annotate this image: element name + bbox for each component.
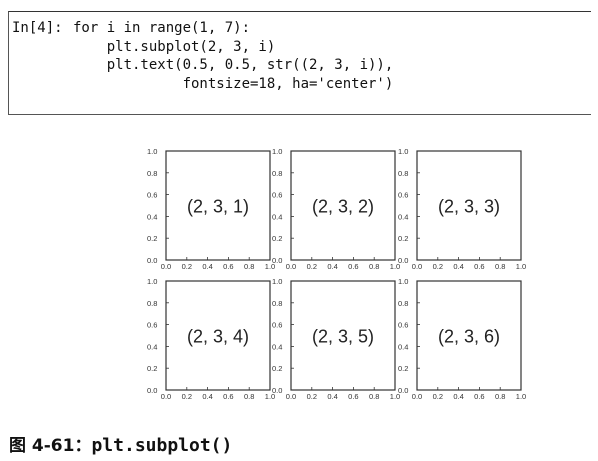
subplot-3-xtick-label: 0.4 [453,262,463,271]
subplot-3-xtick-label: 0.6 [474,262,484,271]
code-line-1: for i in range(1, 7): [73,20,251,36]
subplot-4-ytick-label: 0.4 [147,342,157,351]
subplot-6-xtick-label: 0.8 [495,392,505,401]
caption-prefix: 图 4-61： [9,436,92,456]
subplot-6-label: (2, 3, 6) [438,327,500,347]
subplot-6-xtick-label: 0.2 [433,392,443,401]
subplot-5-xtick-label: 0.8 [369,392,379,401]
subplot-3-ytick-label: 0.2 [398,234,408,243]
subplot-3-xtick-label: 0.0 [412,262,422,271]
subplot-2-ytick-label: 0.6 [272,191,282,200]
subplot-4-xtick-label: 0.4 [202,392,212,401]
subplot-5-ytick-label: 1.0 [272,277,282,286]
subplot-6-ytick-label: 0.4 [398,342,408,351]
subplot-6-frame [416,280,522,391]
subplot-3-ytick-label: 1.0 [398,147,408,156]
subplot-5-ytick-label: 0.6 [272,321,282,330]
subplot-6-ytick-label: 1.0 [398,277,408,286]
subplot-5-xtick-label: 0.6 [348,392,358,401]
subplot-2-ytick-label: 0.8 [272,169,282,178]
subplot-6-xtick-label: 0.4 [453,392,463,401]
subplot-2-xtick-label: 0.8 [369,262,379,271]
subplot-6-xtick-label: 0.6 [474,392,484,401]
subplot-2-xtick-label: 0.0 [286,262,296,271]
subplot-3-xtick-label: 0.8 [495,262,505,271]
subplot-2-label: (2, 3, 2) [312,197,374,217]
subplot-4-ytick-label: 1.0 [147,277,157,286]
subplot-4-ytick-label: 0.6 [147,321,157,330]
subplot-1-ytick-label: 0.8 [147,169,157,178]
subplot-2-ytick-label: 0.0 [272,256,282,265]
subplot-5-label: (2, 3, 5) [312,327,374,347]
subplot-2-frame [290,150,396,261]
subplot-1-xtick-label: 0.8 [244,262,254,271]
subplot-6-xtick-label: 0.0 [412,392,422,401]
caption-code: plt.subplot() [91,435,233,456]
subplot-5-frame [290,280,396,391]
subplot-2-xtick-label: 0.6 [348,262,358,271]
subplot-4-xtick-label: 0.0 [161,392,171,401]
subplot-2-xtick-label: 1.0 [390,262,400,271]
subplot-4-frame [165,280,271,391]
subplot-3-label: (2, 3, 3) [438,197,500,217]
subplot-5-ytick-label: 0.8 [272,299,282,308]
subplot-1-ytick-label: 0.0 [147,256,157,265]
subplot-2-xtick-label: 0.2 [307,262,317,271]
subplot-1-frame [165,150,271,261]
subplot-2-ytick-label: 1.0 [272,147,282,156]
subplot-1-xtick-label: 0.2 [182,262,192,271]
subplot-6-ytick-label: 0.2 [398,364,408,373]
subplot-3-ytick-label: 0.8 [398,169,408,178]
subplot-6-ytick-label: 0.8 [398,299,408,308]
code-line-2: plt.subplot(2, 3, i) [73,39,276,55]
subplot-3-ytick-label: 0.4 [398,212,408,221]
subplot-6-ytick-label: 0.0 [398,386,408,395]
subplot-1-xtick-label: 0.0 [161,262,171,271]
subplot-1-ytick-label: 1.0 [147,147,157,156]
figure-caption: 图 4-61：plt.subplot() [9,431,232,456]
subplot-5-xtick-label: 0.4 [327,392,337,401]
subplot-1-xtick-label: 0.6 [223,262,233,271]
subplot-1-ytick-label: 0.4 [147,212,157,221]
subplot-4-ytick-label: 0.0 [147,386,157,395]
subplot-6-xtick-label: 1.0 [516,392,526,401]
subplot-6-ytick-label: 0.6 [398,321,408,330]
subplot-1-ytick-label: 0.6 [147,191,157,200]
subplot-3-frame [416,150,522,261]
subplot-4-xtick-label: 0.2 [182,392,192,401]
subplot-2-xtick-label: 0.4 [327,262,337,271]
subplot-1-label: (2, 3, 1) [187,197,249,217]
subplot-3-xtick-label: 1.0 [516,262,526,271]
subplot-3-ytick-label: 0.0 [398,256,408,265]
subplot-4-ytick-label: 0.2 [147,364,157,373]
subplot-4-xtick-label: 0.6 [223,392,233,401]
subplot-5-ytick-label: 0.0 [272,386,282,395]
subplot-4-label: (2, 3, 4) [187,327,249,347]
subplot-1-xtick-label: 1.0 [265,262,275,271]
code-cell: In[4]: for i in range(1, 7): plt.subplot… [8,11,591,115]
code-line-3: plt.text(0.5, 0.5, str((2, 3, i)), [73,57,394,73]
subplot-3-xtick-label: 0.2 [433,262,443,271]
subplot-4-ytick-label: 0.8 [147,299,157,308]
subplot-5-xtick-label: 1.0 [390,392,400,401]
subplot-1-xtick-label: 0.4 [202,262,212,271]
subplot-5-ytick-label: 0.2 [272,364,282,373]
code-prompt: In[4]: [12,20,63,36]
subplot-2-ytick-label: 0.2 [272,234,282,243]
subplot-5-ytick-label: 0.4 [272,342,282,351]
subplot-5-xtick-label: 0.0 [286,392,296,401]
subplot-2-ytick-label: 0.4 [272,212,282,221]
subplot-5-xtick-label: 0.2 [307,392,317,401]
subplot-4-xtick-label: 0.8 [244,392,254,401]
subplot-3-ytick-label: 0.6 [398,191,408,200]
code-line-4: fontsize=18, ha='center') [73,76,394,92]
subplot-4-xtick-label: 1.0 [265,392,275,401]
subplot-1-ytick-label: 0.2 [147,234,157,243]
